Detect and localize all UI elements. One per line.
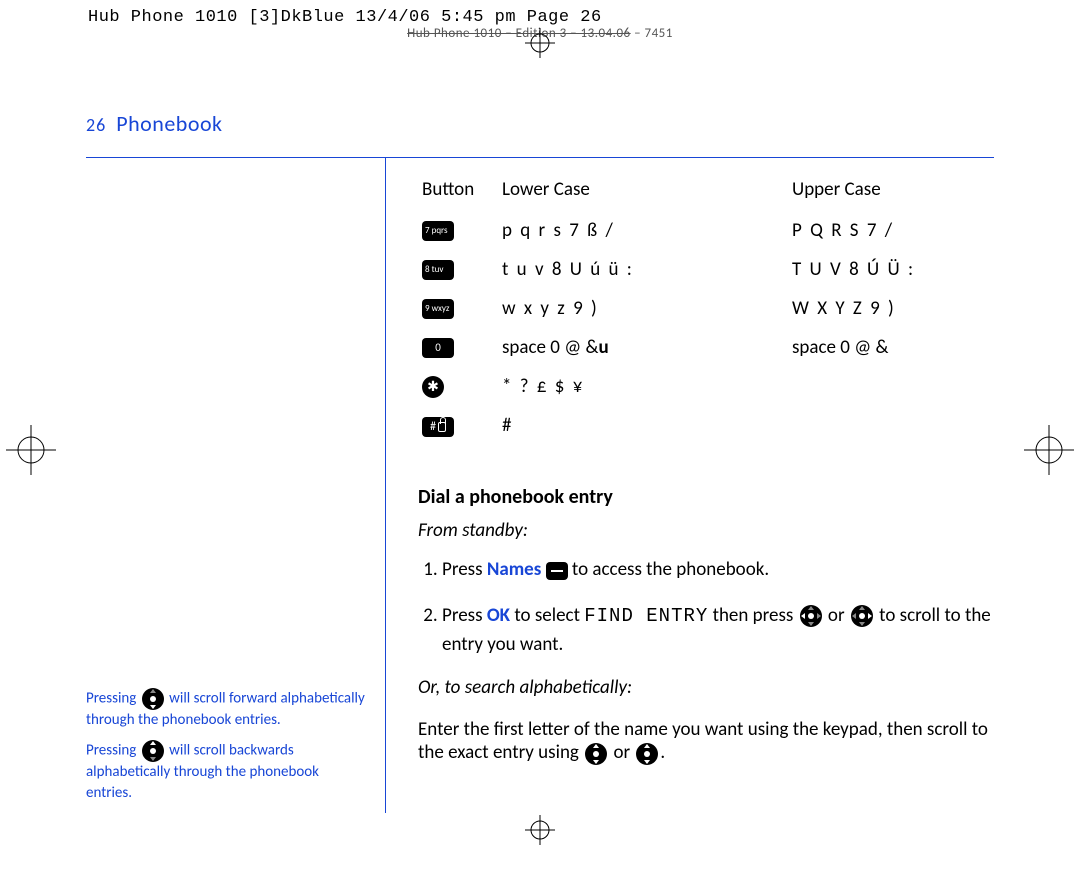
table-row: 7 pqrs p q r s 7 ß / P Q R S 7 / [418, 211, 994, 250]
reg-mark-bottom [525, 815, 555, 851]
page-header: 26 Phonebook [86, 110, 994, 158]
subheading: Dial a phonebook entry [418, 485, 994, 509]
key-star-icon: ✱ [422, 376, 444, 398]
ok-label: OK [487, 604, 510, 627]
lcd-text: FIND ENTRY [584, 605, 708, 627]
print-slug: Hub Phone 1010 [3]DkBlue 13/4/06 5:45 pm… [88, 8, 602, 27]
col-button: Button [418, 172, 498, 211]
key-8-icon: 8 tuv [422, 260, 454, 280]
key-0-icon: 0 [422, 338, 454, 358]
nav-updown-icon [636, 743, 658, 765]
search-paragraph: Enter the first letter of the name you w… [418, 718, 994, 764]
sidebar-note-1: Pressing will scroll forward alphabetica… [86, 688, 367, 730]
table-row: 0 space 0 @ &u space 0 @ & [418, 328, 994, 367]
table-row: 9 wxyz w x y z 9 ) W X Y Z 9 ) [418, 289, 994, 328]
table-row: 8 tuv t u v 8 U ú ü : T U V 8 Ú Ü : [418, 250, 994, 289]
reg-mark-left [6, 425, 56, 481]
nav-right-icon [851, 605, 873, 627]
lock-icon [438, 422, 446, 432]
sidebar: Pressing will scroll forward alphabetica… [86, 158, 386, 813]
nav-left-icon [800, 605, 822, 627]
or-search-label: Or, to search alphabetically: [418, 676, 994, 699]
key-9-icon: 9 wxyz [422, 299, 454, 319]
nav-down-icon [142, 688, 164, 710]
section-title: Phonebook [116, 110, 222, 137]
from-standby-label: From standby: [418, 519, 994, 542]
steps-list: Press Names to access the phonebook. Pre… [418, 556, 994, 658]
page-number: 26 [86, 114, 106, 136]
step-1: Press Names to access the phonebook. [442, 556, 994, 584]
softkey-icon [546, 562, 568, 580]
sidebar-note-2: Pressing will scroll backwards alphabeti… [86, 740, 367, 803]
table-row: ✱ * ? £ $ ¥ [418, 367, 994, 406]
key-hash-icon: # [422, 417, 454, 437]
nav-updown-icon [585, 743, 607, 765]
reg-mark-top [525, 28, 555, 64]
step-2: Press OK to select FIND ENTRY then press… [442, 602, 994, 658]
names-label: Names [487, 558, 542, 581]
col-upper: Upper Case [788, 172, 994, 211]
character-table: Button Lower Case Upper Case 7 pqrs p q … [418, 172, 994, 445]
col-lower: Lower Case [498, 172, 788, 211]
key-7-icon: 7 pqrs [422, 221, 454, 241]
table-header-row: Button Lower Case Upper Case [418, 172, 994, 211]
table-row: # # [418, 406, 994, 445]
reg-mark-right [1024, 425, 1074, 481]
nav-up-icon [142, 740, 164, 762]
main-content: Button Lower Case Upper Case 7 pqrs p q … [386, 158, 994, 813]
